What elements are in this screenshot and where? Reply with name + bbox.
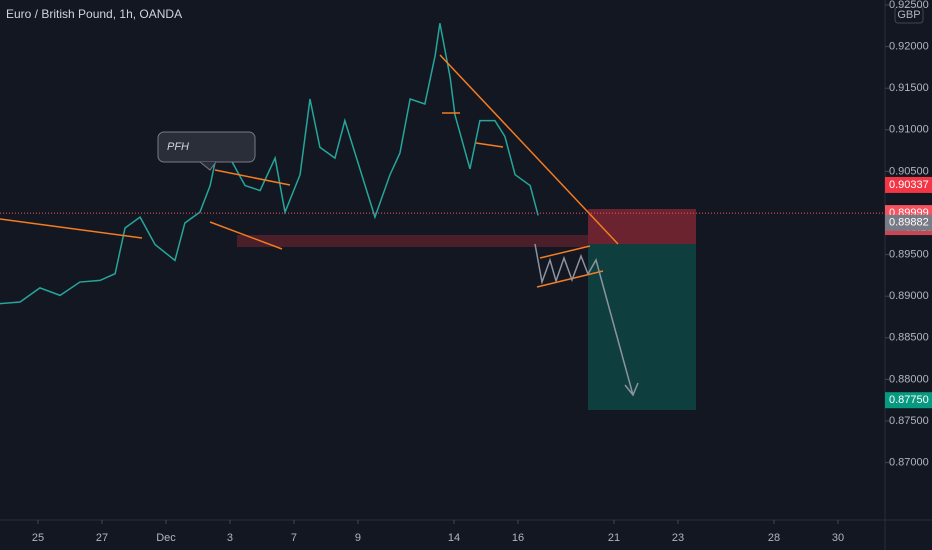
x-tick-label: 30 (832, 532, 844, 544)
x-tick-label: 25 (32, 532, 44, 544)
y-tick-label: 0.91500 (889, 82, 929, 94)
trendline (536, 270, 604, 288)
x-tick-label: 21 (608, 532, 620, 544)
callout-text: PFH (167, 141, 189, 153)
x-tick-label: 16 (512, 532, 524, 544)
x-tick-label: 3 (227, 532, 233, 544)
price-label: 0.89882 (889, 217, 929, 229)
y-tick-label: 0.88000 (889, 373, 929, 385)
trendline (209, 221, 283, 250)
resistance-zone (237, 235, 588, 247)
price-label: 0.87750 (889, 394, 929, 406)
x-tick-label: Dec (156, 532, 176, 544)
x-tick-label: 28 (768, 532, 780, 544)
y-tick-label: 0.89000 (889, 290, 929, 302)
x-tick-label: 9 (355, 532, 361, 544)
y-tick-label: 0.89500 (889, 248, 929, 260)
x-tick-label: 27 (96, 532, 108, 544)
y-tick-label: 0.92000 (889, 40, 929, 52)
y-tick-label: 0.87500 (889, 415, 929, 427)
stop-zone (588, 209, 696, 244)
trendline (439, 54, 619, 245)
y-tick-label: 0.88500 (889, 332, 929, 344)
price-label-bg (885, 176, 932, 193)
currency: GBP (897, 9, 920, 21)
y-tick-label: 0.90500 (889, 165, 929, 177)
trendlines (0, 54, 619, 288)
x-tick-label: 23 (672, 532, 684, 544)
trendline (0, 218, 143, 239)
x-tick-label: 14 (448, 532, 460, 544)
price-label: 0.90337 (889, 179, 929, 191)
y-tick-label: 0.91000 (889, 124, 929, 136)
callout-pointer (199, 161, 217, 171)
projection-path (534, 243, 634, 396)
price-label-bg (885, 214, 932, 231)
price-label-bg (885, 392, 932, 409)
trendline (475, 142, 504, 148)
target-zone (588, 244, 696, 410)
y-tick-label: 0.92500 (889, 0, 929, 11)
x-tick-label: 7 (291, 532, 297, 544)
trendline (214, 169, 291, 186)
chart-title: Euro / British Pound, 1h, OANDA (6, 7, 182, 21)
trendline (539, 245, 591, 259)
y-tick-label: 0.87000 (889, 456, 929, 468)
projection-arrow (624, 382, 639, 397)
currency-box (894, 6, 924, 24)
